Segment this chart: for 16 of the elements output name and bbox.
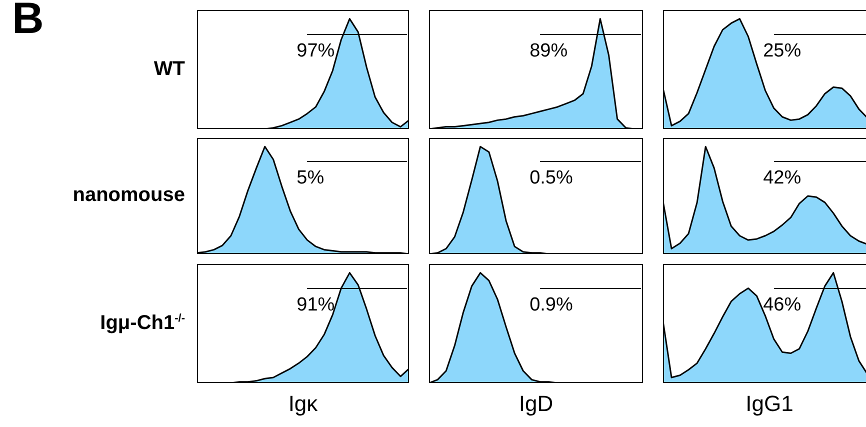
annotation: 5% (296, 168, 324, 189)
x-axis-title: Igκ (287, 391, 319, 417)
y-axis-title: WT (154, 58, 185, 80)
x-axis-title: IgG1 (744, 391, 794, 417)
x-axis-title: IgD (518, 391, 554, 417)
annotation: 97% (296, 40, 335, 62)
y-axis-title: nanomouse (72, 184, 185, 207)
annotation: 46% (763, 294, 802, 316)
annotation: 42% (763, 168, 802, 189)
annotation: 25% (763, 40, 802, 62)
y-axis-title: Igμ-Ch1$^{-/-}$ (100, 312, 185, 334)
annotation: 0.9% (530, 294, 573, 316)
annotation: 0.5% (530, 168, 573, 189)
annotation: 89% (530, 40, 568, 62)
annotation: 91% (296, 294, 335, 316)
chart-title: B (12, 0, 44, 44)
